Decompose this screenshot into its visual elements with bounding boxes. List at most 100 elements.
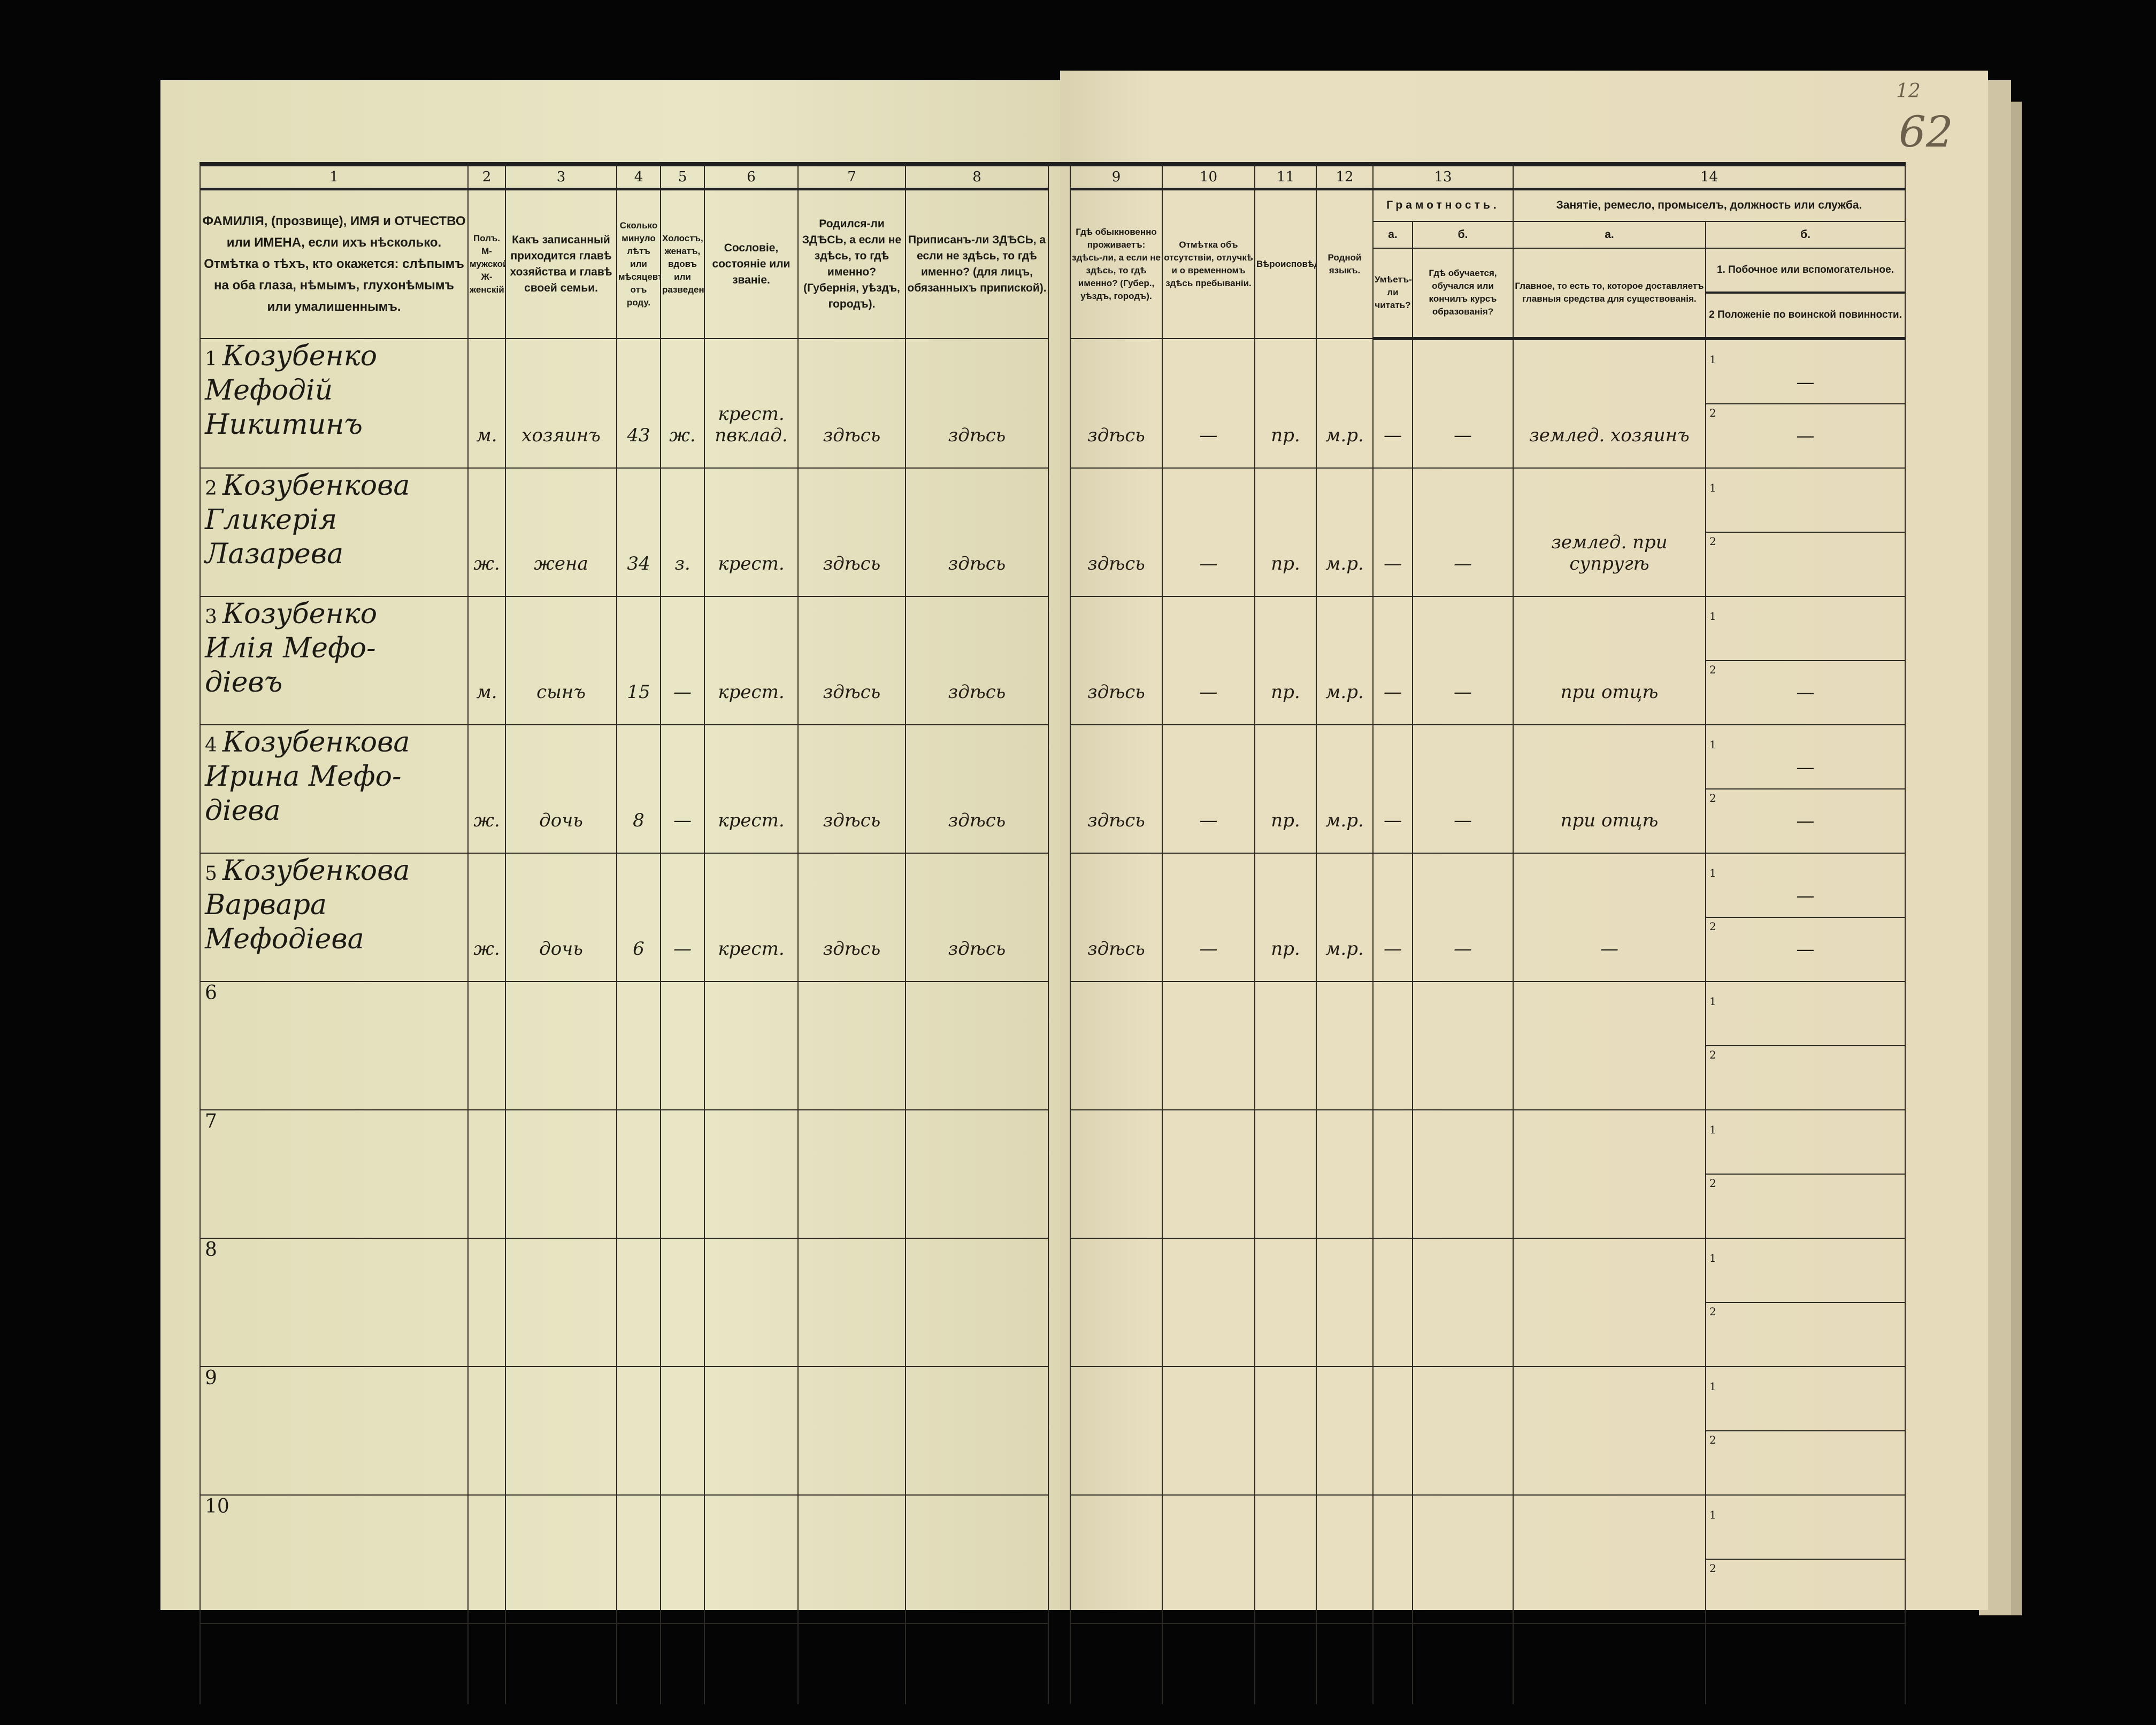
marital-cell xyxy=(660,1494,705,1624)
page-gutter xyxy=(1048,596,1070,725)
subrow-2: 2— xyxy=(1707,404,1904,457)
age-cell: 8 xyxy=(616,724,661,854)
name-cell: 10 xyxy=(200,1494,469,1624)
relation-cell xyxy=(505,1366,617,1496)
page-gutter xyxy=(1048,1367,1070,1495)
header-estate: Сословіе, состояніе или званіе. xyxy=(704,188,799,339)
header-age: Сколько минуло лѣтъ или мѣсяцевъ отъ род… xyxy=(616,188,661,339)
header-religion: Вѣроисповѣданіе. xyxy=(1254,188,1317,339)
occupation-cell xyxy=(1513,1494,1706,1624)
row-number: 5 xyxy=(205,862,217,885)
relation-cell xyxy=(505,1109,617,1239)
page-gutter xyxy=(1048,1238,1070,1367)
subrow-1: 1— xyxy=(1707,736,1904,789)
education-cell: — xyxy=(1412,595,1514,725)
marital-cell xyxy=(660,980,705,1110)
census-rows: 1 Козубенко Мефодій Никитинъ м. хозяинъ 43 ж. кр… xyxy=(200,338,1906,1704)
marital-cell xyxy=(660,1109,705,1239)
religion-cell xyxy=(1254,1109,1317,1239)
subrow-2: 2— xyxy=(1707,918,1904,970)
estate-cell xyxy=(704,1366,799,1496)
relation-cell xyxy=(505,980,617,1110)
sex-cell xyxy=(467,980,506,1110)
religion-cell xyxy=(1254,1366,1317,1496)
subrow-label: 2 xyxy=(1709,1433,1716,1446)
religion-cell xyxy=(1254,980,1317,1110)
born-cell xyxy=(797,1237,906,1367)
age-cell xyxy=(616,1237,661,1367)
empty-cell xyxy=(1254,1622,1317,1704)
header-registered: Приписанъ-ли ЗДѢСЬ, а если не здѣсь, то … xyxy=(905,188,1049,339)
row-number: 2 xyxy=(205,477,217,500)
absence-cell: — xyxy=(1162,467,1255,597)
language-cell: м.р. xyxy=(1316,338,1374,469)
col-number: 8 xyxy=(905,164,1049,190)
page-gutter xyxy=(1048,853,1070,982)
col-number: 12 xyxy=(1316,164,1374,190)
empty-cell xyxy=(200,1622,469,1704)
registered-cell: здѣсь xyxy=(905,338,1049,469)
sex-cell: ж. xyxy=(467,724,506,854)
row-number: 4 xyxy=(205,734,217,756)
person-name-line: Козубенко xyxy=(222,340,378,372)
absence-cell: — xyxy=(1162,338,1255,469)
subrow-label: 1 xyxy=(1709,609,1716,623)
subrow-1: 1 xyxy=(1707,608,1904,661)
estate-cell: крест. xyxy=(704,467,799,597)
empty-cell xyxy=(704,1622,799,1704)
subrow-2: 2— xyxy=(1707,789,1904,842)
absence-cell: — xyxy=(1162,724,1255,854)
person-name-line: діева xyxy=(205,794,281,827)
page-gutter xyxy=(1048,164,1070,189)
header-absence: Отмѣтка объ отсутствіи, отлучкѣ и о врем… xyxy=(1162,188,1255,339)
name-cell: 4 Козубенкова Ирина Мефо-діева xyxy=(200,724,469,854)
person-name-line: діевъ xyxy=(205,666,283,699)
empty-cell xyxy=(1162,1622,1255,1704)
empty-cell xyxy=(1513,1622,1706,1704)
person-name-line: Илія Мефо- xyxy=(205,632,376,664)
archive-page-number: 62 xyxy=(1899,107,1953,157)
empty-cell xyxy=(467,1622,506,1704)
empty-cell xyxy=(660,1622,705,1704)
occupation-cell: землед. при супругѣ xyxy=(1513,467,1706,597)
name-cell: 6 xyxy=(200,980,469,1110)
residence-cell: здѣсь xyxy=(1070,338,1163,469)
header-education: Гдѣ обучается, обучался или кончилъ курс… xyxy=(1412,247,1514,340)
literate-cell xyxy=(1372,1366,1413,1496)
row-number: 6 xyxy=(205,982,217,1004)
military-status-value: — xyxy=(1796,681,1815,703)
registered-cell: здѣсь xyxy=(905,467,1049,597)
header-sex: Полъ. М-мужской. Ж-женскій. xyxy=(467,188,506,339)
name-cell: 2 Козубенкова Гликерія Лазарева xyxy=(200,467,469,597)
subrow-label: 1 xyxy=(1709,1508,1716,1521)
religion-cell: пр. xyxy=(1254,338,1317,469)
born-cell xyxy=(797,1494,906,1624)
empty-cell xyxy=(797,1622,906,1704)
education-cell xyxy=(1412,1366,1514,1496)
estate-cell: крест. xyxy=(704,724,799,854)
page-gutter xyxy=(1048,1110,1070,1238)
empty-cell xyxy=(1316,1622,1374,1704)
person-name-line: Козубенкова xyxy=(222,854,410,887)
name-cell: 1 Козубенко Мефодій Никитинъ xyxy=(200,338,469,469)
born-cell xyxy=(797,1366,906,1496)
census-row: 4 Козубенкова Ирина Мефо-діева ж. дочь 8— крес… xyxy=(200,724,1906,854)
age-cell: 6 xyxy=(616,852,661,982)
age-cell xyxy=(616,1109,661,1239)
sex-cell xyxy=(467,1237,506,1367)
military-status-value: — xyxy=(1796,938,1815,960)
occupation-cell: при отцѣ xyxy=(1513,724,1706,854)
literate-cell xyxy=(1372,1494,1413,1624)
marital-cell: — xyxy=(660,724,705,854)
subrow-1: 1 xyxy=(1707,1378,1904,1431)
literate-cell xyxy=(1372,1109,1413,1239)
empty-cell xyxy=(1070,1622,1163,1704)
education-cell: — xyxy=(1412,338,1514,469)
col-number: 10 xyxy=(1162,164,1255,190)
education-cell: — xyxy=(1412,467,1514,597)
name-cell: 8 xyxy=(200,1237,469,1367)
col-number: 5 xyxy=(660,164,705,190)
side-occupation-cell: 1—2— xyxy=(1705,852,1906,982)
